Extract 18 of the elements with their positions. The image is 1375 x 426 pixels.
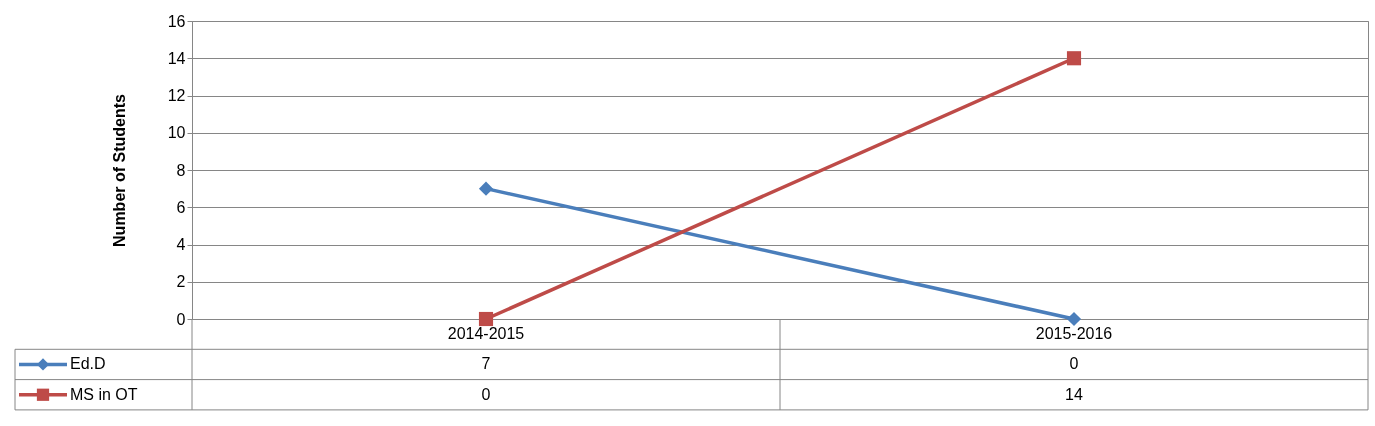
x-tick-label: 2015-2016 [1035,325,1113,343]
y-tick-label: 12 [167,87,186,104]
y-axis-title: Number of Students [110,93,128,247]
y-tick-label: 14 [167,49,186,67]
y-tick-label: 4 [176,236,186,253]
y-tick-label: 6 [176,198,186,216]
legend-label: MS in OT [70,385,138,403]
legend-label: Ed.D [70,355,106,373]
data-label: 0 [481,385,491,403]
y-tick-label: 2 [176,273,186,291]
data-label: 0 [1069,355,1079,373]
y-tick-label: 16 [167,12,186,30]
y-tick-label: 0 [176,310,186,328]
data-label: 7 [481,355,491,373]
data-label: 14 [1065,385,1083,403]
x-tick-label: 2014-2015 [447,325,525,343]
y-tick-label: 10 [167,124,186,142]
y-tick-label: 8 [176,161,186,179]
